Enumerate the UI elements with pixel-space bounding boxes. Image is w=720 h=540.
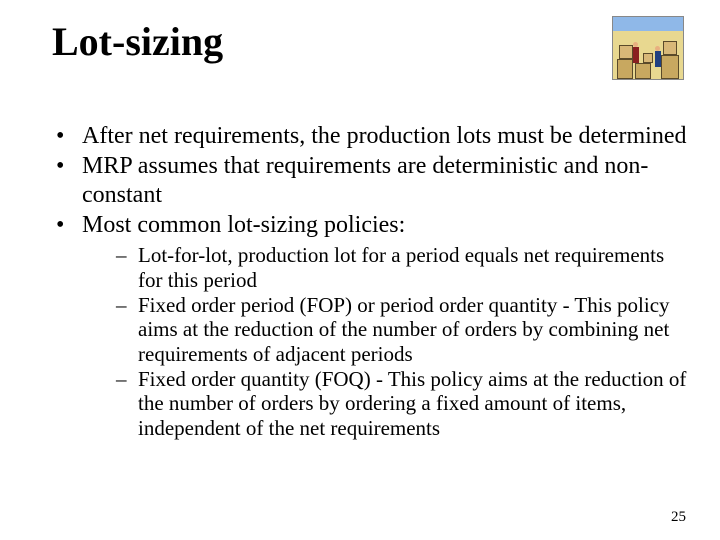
sub-bullet-item: Fixed order period (FOP) or period order… — [116, 293, 690, 366]
bullet-text: Most common lot-sizing policies: — [82, 212, 405, 238]
bullet-item: MRP assumes that requirements are determ… — [56, 152, 690, 209]
sub-bullet-text: Lot-for-lot, production lot for a period… — [138, 243, 664, 291]
page-number: 25 — [671, 509, 686, 526]
sub-bullet-text: Fixed order period (FOP) or period order… — [138, 293, 670, 366]
sub-bullet-list: Lot-for-lot, production lot for a period… — [82, 243, 690, 440]
main-bullet-list: After net requirements, the production l… — [30, 122, 690, 440]
slide: Lot-sizing After net requirements, the p… — [0, 0, 720, 540]
bullet-item: After net requirements, the production l… — [56, 122, 690, 150]
sub-bullet-text: Fixed order quantity (FOQ) - This policy… — [138, 367, 686, 440]
sub-bullet-item: Fixed order quantity (FOQ) - This policy… — [116, 367, 690, 440]
title-row: Lot-sizing — [30, 18, 690, 80]
bullet-text: MRP assumes that requirements are determ… — [82, 153, 648, 207]
page-title: Lot-sizing — [52, 18, 223, 65]
bullet-item: Most common lot-sizing policies: Lot-for… — [56, 211, 690, 440]
warehouse-clipart-icon — [612, 16, 684, 80]
sub-bullet-item: Lot-for-lot, production lot for a period… — [116, 243, 690, 292]
bullet-text: After net requirements, the production l… — [82, 123, 687, 149]
